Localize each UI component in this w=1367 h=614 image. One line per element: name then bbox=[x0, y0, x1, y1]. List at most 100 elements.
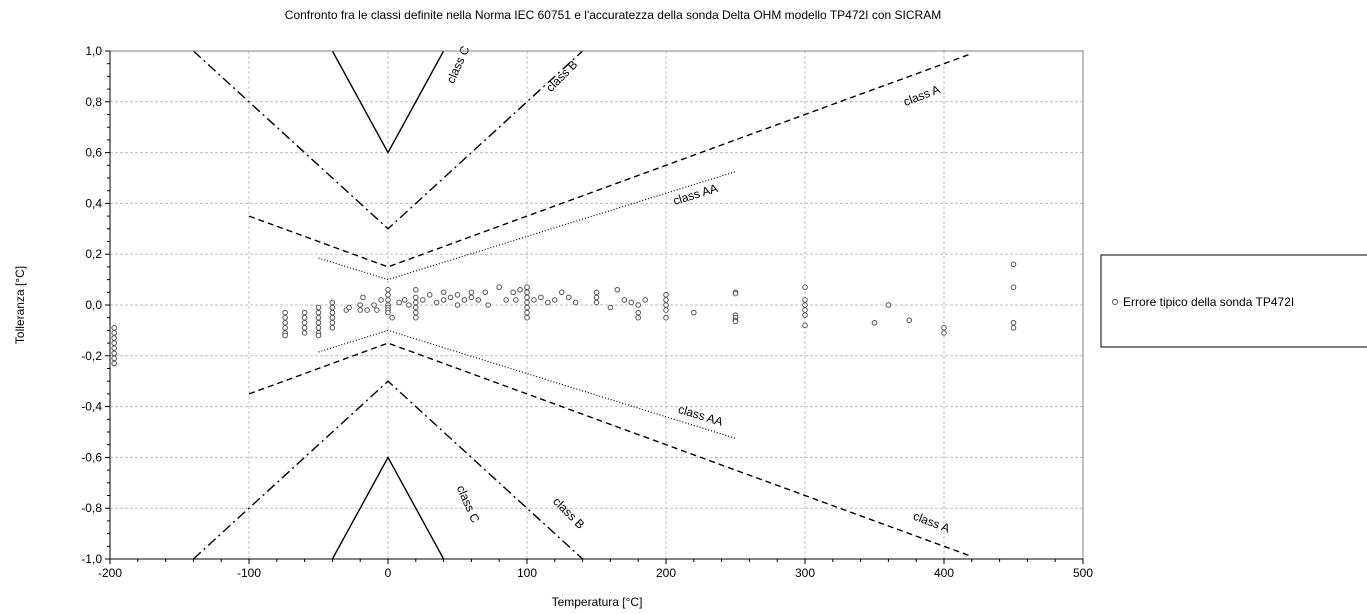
data-point bbox=[733, 319, 738, 324]
y-axis: -1,0-0,8-0,6-0,4-0,20,00,20,40,60,81,0 bbox=[81, 44, 110, 566]
data-point bbox=[664, 315, 669, 320]
class-C-upper-label: class C bbox=[444, 43, 473, 85]
data-point bbox=[330, 305, 335, 310]
data-point bbox=[636, 303, 641, 308]
x-tick-label: 100 bbox=[517, 566, 537, 580]
data-point bbox=[566, 295, 571, 300]
data-point bbox=[112, 356, 117, 361]
data-point bbox=[402, 298, 407, 303]
class-A-lower-label: class A bbox=[911, 509, 952, 536]
x-tick-label: -100 bbox=[237, 566, 261, 580]
y-tick-label: 0,8 bbox=[85, 95, 102, 109]
class-C-lower-label: class C bbox=[454, 483, 483, 525]
data-point bbox=[1011, 262, 1016, 267]
x-axis: -200 -100 0 100 200 300 400 500 bbox=[98, 559, 1093, 580]
data-point bbox=[664, 293, 669, 298]
class-A-upper-label: class A bbox=[901, 82, 942, 109]
data-point bbox=[316, 315, 321, 320]
x-tick-label: 500 bbox=[1073, 566, 1093, 580]
data-point bbox=[518, 287, 523, 292]
data-point bbox=[803, 298, 808, 303]
data-point bbox=[636, 310, 641, 315]
data-point bbox=[283, 326, 288, 331]
data-point bbox=[112, 351, 117, 356]
class-A-lower-line bbox=[249, 343, 972, 556]
chart-title: Confronto fra le classi definite nella N… bbox=[285, 8, 941, 22]
data-point bbox=[441, 290, 446, 295]
data-point bbox=[316, 333, 321, 338]
data-point bbox=[886, 303, 891, 308]
data-point bbox=[316, 326, 321, 331]
data-point bbox=[330, 326, 335, 331]
data-point bbox=[455, 303, 460, 308]
data-point bbox=[316, 305, 321, 310]
data-point bbox=[525, 315, 530, 320]
class-AA-lower-label: class AA bbox=[676, 402, 724, 429]
data-point bbox=[486, 303, 491, 308]
data-point bbox=[594, 295, 599, 300]
data-point bbox=[441, 298, 446, 303]
data-point bbox=[302, 315, 307, 320]
y-tick-label: 0,2 bbox=[85, 247, 102, 261]
y-tick-label: 0,4 bbox=[85, 196, 102, 210]
data-point bbox=[372, 303, 377, 308]
data-point bbox=[379, 298, 384, 303]
data-point bbox=[1011, 326, 1016, 331]
data-point bbox=[302, 326, 307, 331]
data-point bbox=[316, 320, 321, 325]
data-point bbox=[643, 298, 648, 303]
data-point bbox=[414, 310, 419, 315]
y-tick-label: -0,6 bbox=[81, 450, 102, 464]
data-point bbox=[283, 315, 288, 320]
data-point bbox=[608, 305, 613, 310]
x-tick-label: -200 bbox=[98, 566, 122, 580]
y-tick-label: -0,4 bbox=[81, 400, 102, 414]
y-tick-label: 0,6 bbox=[85, 146, 102, 160]
data-point bbox=[302, 320, 307, 325]
data-point bbox=[302, 310, 307, 315]
data-point bbox=[504, 298, 509, 303]
class-A-upper-line bbox=[249, 54, 972, 267]
data-point bbox=[407, 303, 412, 308]
data-point bbox=[525, 295, 530, 300]
data-point bbox=[803, 285, 808, 290]
data-point bbox=[390, 315, 395, 320]
data-point bbox=[803, 313, 808, 318]
data-point bbox=[112, 336, 117, 341]
y-tick-label: -0,8 bbox=[81, 501, 102, 515]
data-point bbox=[316, 310, 321, 315]
data-point bbox=[330, 300, 335, 305]
data-point bbox=[455, 293, 460, 298]
data-point bbox=[942, 331, 947, 336]
data-point bbox=[462, 298, 467, 303]
data-point bbox=[420, 298, 425, 303]
x-tick-label: 400 bbox=[934, 566, 954, 580]
data-point bbox=[347, 305, 352, 310]
data-point bbox=[283, 333, 288, 338]
data-point bbox=[112, 331, 117, 336]
x-tick-label: 0 bbox=[385, 566, 392, 580]
data-points bbox=[112, 262, 1016, 366]
data-point bbox=[448, 295, 453, 300]
data-point bbox=[942, 326, 947, 331]
data-point bbox=[525, 285, 530, 290]
data-point bbox=[112, 346, 117, 351]
y-tick-label: -0,2 bbox=[81, 349, 102, 363]
data-point bbox=[525, 290, 530, 295]
y-tick-label: 0,0 bbox=[85, 298, 102, 312]
data-point bbox=[414, 300, 419, 305]
data-point bbox=[692, 310, 697, 315]
data-point bbox=[907, 318, 912, 323]
data-point bbox=[397, 300, 402, 305]
data-point bbox=[514, 298, 519, 303]
data-point bbox=[414, 287, 419, 292]
data-point bbox=[483, 290, 488, 295]
data-point bbox=[497, 285, 502, 290]
x-axis-label: Temperatura [°C] bbox=[552, 595, 643, 609]
data-point bbox=[525, 310, 530, 315]
data-point bbox=[358, 303, 363, 308]
data-point bbox=[330, 315, 335, 320]
data-point bbox=[283, 320, 288, 325]
data-point bbox=[434, 300, 439, 305]
data-point bbox=[414, 305, 419, 310]
